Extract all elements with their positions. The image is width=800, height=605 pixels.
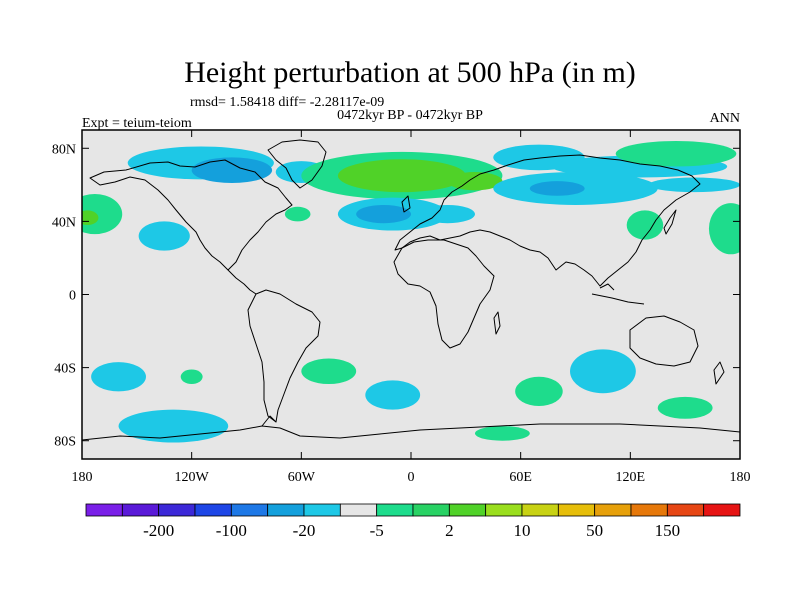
colorbar-box xyxy=(303,503,341,517)
x-tick-label: 120W xyxy=(175,470,210,485)
axis-layer: 180 120W 60W 0 60E 120E 180 80N 40N 0 40S 80S xyxy=(52,130,751,485)
x-tick-label: 60W xyxy=(288,470,316,485)
anomaly-layer xyxy=(82,140,740,443)
season-label: ANN xyxy=(710,111,740,126)
anomaly-region-lightgreen xyxy=(515,376,563,406)
colorbar-box xyxy=(121,503,160,517)
colorbar-box xyxy=(158,503,196,517)
colorbar-box xyxy=(666,503,705,517)
anomaly-region-lightgreen xyxy=(474,426,530,441)
anomaly-region-green xyxy=(82,210,99,226)
coastline-japan xyxy=(663,209,677,235)
coastline-africa xyxy=(393,239,495,349)
anomaly-region-green xyxy=(447,172,503,191)
colorbar-box xyxy=(376,503,414,517)
y-tick-label: 40S xyxy=(54,362,76,377)
colorbar-label: -200 xyxy=(143,521,174,540)
y-tick-label: 80S xyxy=(54,435,76,450)
y-tick-label: 40N xyxy=(52,215,76,230)
x-tick-label: 120E xyxy=(616,470,646,485)
x-tick-label: 60E xyxy=(509,470,532,485)
anomaly-region-lightgreen xyxy=(301,358,357,385)
colorbar-box xyxy=(521,503,559,517)
anomaly-region-lightgreen xyxy=(284,206,311,222)
anomaly-region-lightblue xyxy=(420,204,475,224)
anomaly-region-lightblue xyxy=(365,380,421,410)
anomaly-region-lightgreen xyxy=(708,203,740,255)
colorbar-box xyxy=(194,503,232,517)
colorbar-label: 2 xyxy=(445,521,454,540)
x-tick-label: 0 xyxy=(408,470,415,485)
map-panel: 180 120W 60W 0 60E 120E 180 80N 40N 0 40S 80S xyxy=(52,129,751,485)
colorbar-box xyxy=(339,503,378,517)
coastline-uk xyxy=(401,195,411,213)
anomaly-region-lightblue xyxy=(570,349,636,394)
colorbar-box xyxy=(485,503,523,517)
anomaly-region-lightgreen xyxy=(626,210,664,240)
y-tick-label: 80N xyxy=(52,142,76,157)
colorbar-label: 10 xyxy=(514,521,531,540)
coastline-indonesia xyxy=(591,283,645,305)
coastline-south-america xyxy=(247,289,321,423)
coastline-north-america xyxy=(89,159,293,271)
coastline-greenland xyxy=(267,139,327,189)
anomaly-region-lightblue xyxy=(138,221,190,251)
coastline-new-zealand xyxy=(713,361,725,385)
x-tick-label: 180 xyxy=(72,470,93,485)
colorbar-label: 50 xyxy=(586,521,603,540)
colorbar: -200 -100 -20 -5 2 10 50 150 xyxy=(85,503,741,540)
colorbar-box xyxy=(267,503,305,517)
anomaly-region-blue xyxy=(529,181,585,196)
coastlines xyxy=(82,139,740,441)
anomaly-region-lightgreen xyxy=(180,369,203,385)
coastline-eurasia xyxy=(394,154,701,287)
anomaly-region-lightgreen xyxy=(657,396,713,419)
period-label: 0472kyr BP - 0472kyr BP xyxy=(337,108,483,123)
colorbar-box xyxy=(412,503,450,517)
colorbar-box xyxy=(85,503,123,517)
experiment-label: Expt = teium-teiom xyxy=(82,116,192,131)
coastline-antarctic-peninsula xyxy=(261,415,277,427)
colorbar-box xyxy=(230,503,269,517)
coastline-central-america xyxy=(227,269,257,295)
anomaly-region-lightblue xyxy=(118,409,229,443)
colorbar-box xyxy=(703,503,741,517)
coastline-antarctica xyxy=(82,423,740,441)
coastline-madagascar xyxy=(493,311,501,335)
colorbar-box xyxy=(448,503,487,517)
stats-label: rmsd= 1.58418 diff= -2.28117e-09 xyxy=(190,95,384,110)
y-tick-label: 0 xyxy=(69,289,76,304)
colorbar-box xyxy=(557,503,596,517)
anomaly-region-blue xyxy=(356,204,412,224)
colorbar-label: -5 xyxy=(370,521,384,540)
plot-title: Height perturbation at 500 hPa (in m) xyxy=(184,56,636,89)
colorbar-label: -20 xyxy=(293,521,316,540)
colorbar-box xyxy=(594,503,632,517)
anomaly-region-lightblue xyxy=(648,177,740,193)
coastline-australia xyxy=(629,315,699,367)
anomaly-region-blue xyxy=(191,157,273,184)
anomaly-region-lightblue xyxy=(91,362,146,392)
colorbar-label: 150 xyxy=(655,521,681,540)
x-tick-label: 180 xyxy=(730,470,751,485)
anomaly-region-lightgreen xyxy=(615,140,737,167)
colorbar-box xyxy=(630,503,668,517)
colorbar-label: -100 xyxy=(216,521,247,540)
anomaly-region-green xyxy=(337,159,466,193)
